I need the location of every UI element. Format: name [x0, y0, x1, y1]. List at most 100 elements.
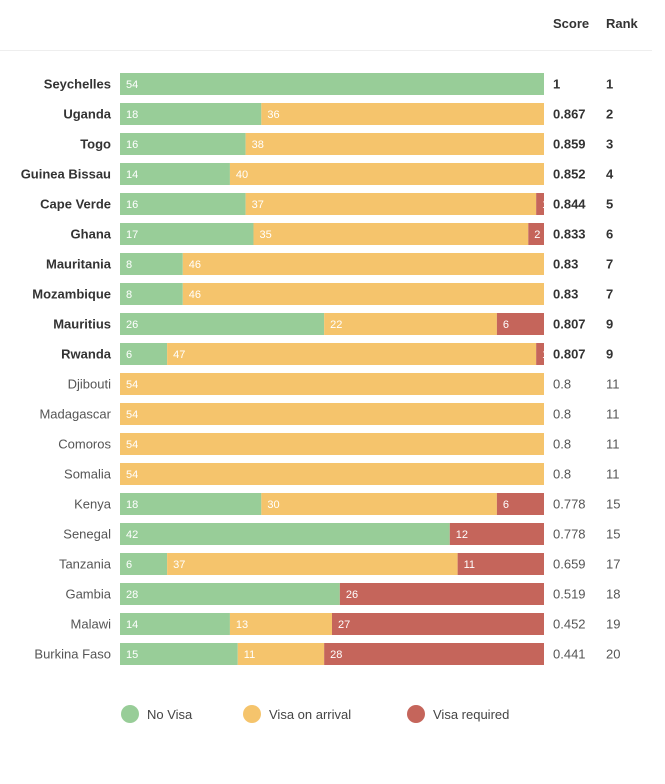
bar-segment-no-visa[interactable]	[120, 613, 230, 635]
data-label-visa-required: 26	[346, 589, 358, 601]
country-label: Gambia	[65, 587, 111, 602]
bar-segment-visa-required[interactable]	[332, 613, 544, 635]
data-label-visa-required: 1	[542, 199, 548, 211]
legend-item-visa-on-arrival[interactable]: Visa on arrival	[243, 704, 351, 724]
score-column-header: Score	[553, 16, 590, 31]
data-label-visa-on-arrival: 36	[267, 109, 279, 121]
rank-value: 3	[606, 137, 613, 152]
data-label-no-visa: 42	[126, 529, 138, 541]
bar-segment-no-visa[interactable]	[120, 253, 183, 275]
bar-segment-visa-on-arrival[interactable]	[229, 163, 544, 185]
bar-segment-no-visa[interactable]	[120, 103, 262, 125]
data-label-visa-on-arrival: 37	[252, 199, 264, 211]
score-value: 0.833	[553, 227, 586, 242]
country-label: Comoros	[58, 437, 111, 452]
bar-segment-visa-required[interactable]	[339, 583, 544, 605]
bar-segment-visa-required[interactable]	[457, 553, 544, 575]
bar-segment-visa-on-arrival[interactable]	[245, 193, 537, 215]
data-label-visa-on-arrival: 54	[126, 469, 138, 481]
score-value: 0.859	[553, 137, 586, 152]
legend-swatch-visa-on-arrival	[243, 705, 261, 723]
bar-segment-visa-required[interactable]	[528, 223, 544, 245]
bar-segment-no-visa[interactable]	[120, 223, 254, 245]
data-label-visa-required: 28	[330, 649, 342, 661]
country-label: Malawi	[71, 617, 112, 632]
bar-segment-visa-on-arrival[interactable]	[253, 223, 529, 245]
data-label-no-visa: 8	[126, 289, 132, 301]
country-label: Rwanda	[61, 347, 112, 362]
bar-segment-visa-on-arrival[interactable]	[120, 433, 544, 455]
bar-segment-no-visa[interactable]	[120, 283, 183, 305]
bar-segment-visa-required[interactable]	[324, 643, 544, 665]
rank-value: 5	[606, 197, 613, 212]
score-value: 0.852	[553, 167, 586, 182]
bar-segment-no-visa[interactable]	[120, 343, 168, 365]
score-value: 0.452	[553, 617, 586, 632]
bar-segment-visa-required[interactable]	[496, 493, 544, 515]
bar-segment-visa-on-arrival[interactable]	[167, 553, 458, 575]
bar-segment-visa-required[interactable]	[449, 523, 544, 545]
bar-segment-visa-on-arrival[interactable]	[182, 283, 544, 305]
data-label-no-visa: 18	[126, 109, 138, 121]
bar-segment-visa-required[interactable]	[496, 313, 544, 335]
bar-segment-no-visa[interactable]	[120, 553, 168, 575]
data-label-visa-on-arrival: 35	[259, 229, 271, 241]
legend-swatch-no-visa	[121, 705, 139, 723]
bar-segment-visa-required[interactable]	[536, 193, 544, 215]
country-label: Burkina Faso	[34, 647, 111, 662]
rank-value: 15	[606, 497, 620, 512]
data-label-no-visa: 54	[126, 79, 138, 91]
bar-segment-visa-on-arrival[interactable]	[167, 343, 537, 365]
score-value: 0.441	[553, 647, 586, 662]
bar-segment-no-visa[interactable]	[120, 73, 544, 95]
country-label: Ghana	[71, 227, 112, 242]
bar-segment-visa-on-arrival[interactable]	[261, 103, 544, 125]
bar-segment-visa-required[interactable]	[536, 343, 544, 365]
bar-segment-visa-on-arrival[interactable]	[120, 463, 544, 485]
rank-value: 7	[606, 257, 613, 272]
rank-value: 11	[606, 407, 620, 422]
bar-segment-no-visa[interactable]	[120, 163, 230, 185]
rank-value: 20	[606, 647, 620, 662]
bar-segment-visa-on-arrival[interactable]	[120, 373, 544, 395]
country-label: Guinea Bissau	[21, 167, 111, 182]
score-value: 0.8	[553, 407, 571, 422]
bar-segment-no-visa[interactable]	[120, 643, 238, 665]
data-label-no-visa: 26	[126, 319, 138, 331]
bar-segment-no-visa[interactable]	[120, 583, 340, 605]
bar-segment-no-visa[interactable]	[120, 493, 262, 515]
data-label-no-visa: 18	[126, 499, 138, 511]
data-label-no-visa: 6	[126, 559, 132, 571]
bar-segment-no-visa[interactable]	[120, 193, 246, 215]
bar-segment-visa-on-arrival[interactable]	[182, 253, 544, 275]
bar-segment-visa-on-arrival[interactable]	[245, 133, 544, 155]
score-value: 0.83	[553, 287, 578, 302]
bar-segment-no-visa[interactable]	[120, 523, 450, 545]
bar-segment-visa-on-arrival[interactable]	[324, 313, 497, 335]
rank-value: 15	[606, 527, 620, 542]
bar-segment-no-visa[interactable]	[120, 133, 246, 155]
legend-item-no-visa[interactable]: No Visa	[121, 704, 192, 724]
rank-value: 4	[606, 167, 614, 182]
legend-swatch-visa-required	[407, 705, 425, 723]
country-label: Somalia	[64, 467, 112, 482]
score-value: 0.83	[553, 257, 578, 272]
rank-value: 18	[606, 587, 620, 602]
score-value: 0.867	[553, 107, 586, 122]
bar-segment-visa-on-arrival[interactable]	[261, 493, 497, 515]
data-label-visa-on-arrival: 38	[252, 139, 264, 151]
data-label-visa-required: 1	[542, 349, 548, 361]
data-label-visa-on-arrival: 47	[173, 349, 185, 361]
bar-segment-visa-on-arrival[interactable]	[229, 613, 332, 635]
legend-item-visa-required[interactable]: Visa required	[407, 704, 509, 724]
country-label: Madagascar	[39, 407, 111, 422]
bar-segment-no-visa[interactable]	[120, 313, 325, 335]
data-label-no-visa: 16	[126, 199, 138, 211]
rank-value: 9	[606, 347, 613, 362]
data-label-no-visa: 14	[126, 619, 138, 631]
rank-value: 19	[606, 617, 620, 632]
bar-segment-visa-on-arrival[interactable]	[120, 403, 544, 425]
data-label-visa-on-arrival: 46	[189, 259, 201, 271]
bar-segment-visa-on-arrival[interactable]	[237, 643, 325, 665]
